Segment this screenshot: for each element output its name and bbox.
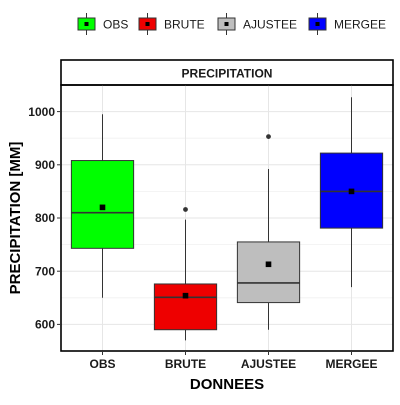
box-group-obs (70, 114, 135, 298)
y-tick-label: 900 (35, 158, 55, 172)
y-tick-label: 700 (35, 264, 55, 278)
x-tick-label: BRUTE (165, 357, 206, 371)
x-tick-label: MERGEE (325, 357, 377, 371)
box-group-brute (153, 207, 218, 341)
facet-strip-label: PRECIPITATION (182, 67, 273, 81)
box-iqr (236, 241, 301, 304)
legend-mean-marker (315, 22, 320, 26)
y-tick-label: 1000 (28, 105, 55, 119)
legend-item-ajustee: AJUSTEE (217, 13, 297, 35)
legend-mean-marker (84, 22, 89, 26)
mean-marker (265, 261, 272, 268)
mean-marker (99, 204, 106, 211)
legend-label: MERGEE (334, 18, 386, 32)
facet-strip: PRECIPITATION (60, 59, 394, 86)
legend-item-brute: BRUTE (138, 13, 205, 35)
box-group-ajustee (236, 134, 301, 330)
y-tick-label: 800 (35, 211, 55, 225)
x-axis-title: DONNEES (190, 376, 264, 393)
y-tick-label: 600 (35, 318, 55, 332)
legend-mean-marker (145, 22, 150, 26)
x-tick-label: AJUSTEE (241, 357, 296, 371)
y-axis-title: PRECIPITATION [MM] (7, 142, 24, 295)
legend-item-obs: OBS (77, 13, 128, 35)
x-tick-label: OBS (89, 357, 115, 371)
axes: 600 700 800 900 1000 OBS BRUTE AJUSTEE MERGEE (28, 105, 377, 371)
legend-label: OBS (103, 18, 128, 32)
mean-marker (348, 188, 355, 195)
mean-marker (182, 292, 189, 299)
box-iqr (70, 160, 135, 249)
legend-label: BRUTE (164, 18, 205, 32)
outlier-point (183, 207, 188, 212)
legend-label: AJUSTEE (243, 18, 297, 32)
box-group-mergee (319, 97, 384, 288)
legend-item-mergee: MERGEE (308, 13, 386, 35)
boxes (70, 97, 384, 341)
outlier-point (266, 134, 271, 140)
box-iqr (153, 283, 218, 331)
legend: OBS BRUTE AJUSTEE MERGEE (77, 13, 386, 35)
legend-mean-marker (224, 22, 229, 26)
